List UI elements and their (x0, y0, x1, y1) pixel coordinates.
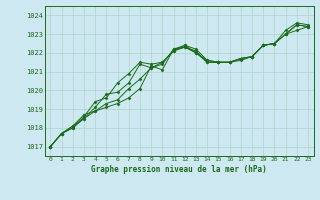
X-axis label: Graphe pression niveau de la mer (hPa): Graphe pression niveau de la mer (hPa) (91, 165, 267, 174)
